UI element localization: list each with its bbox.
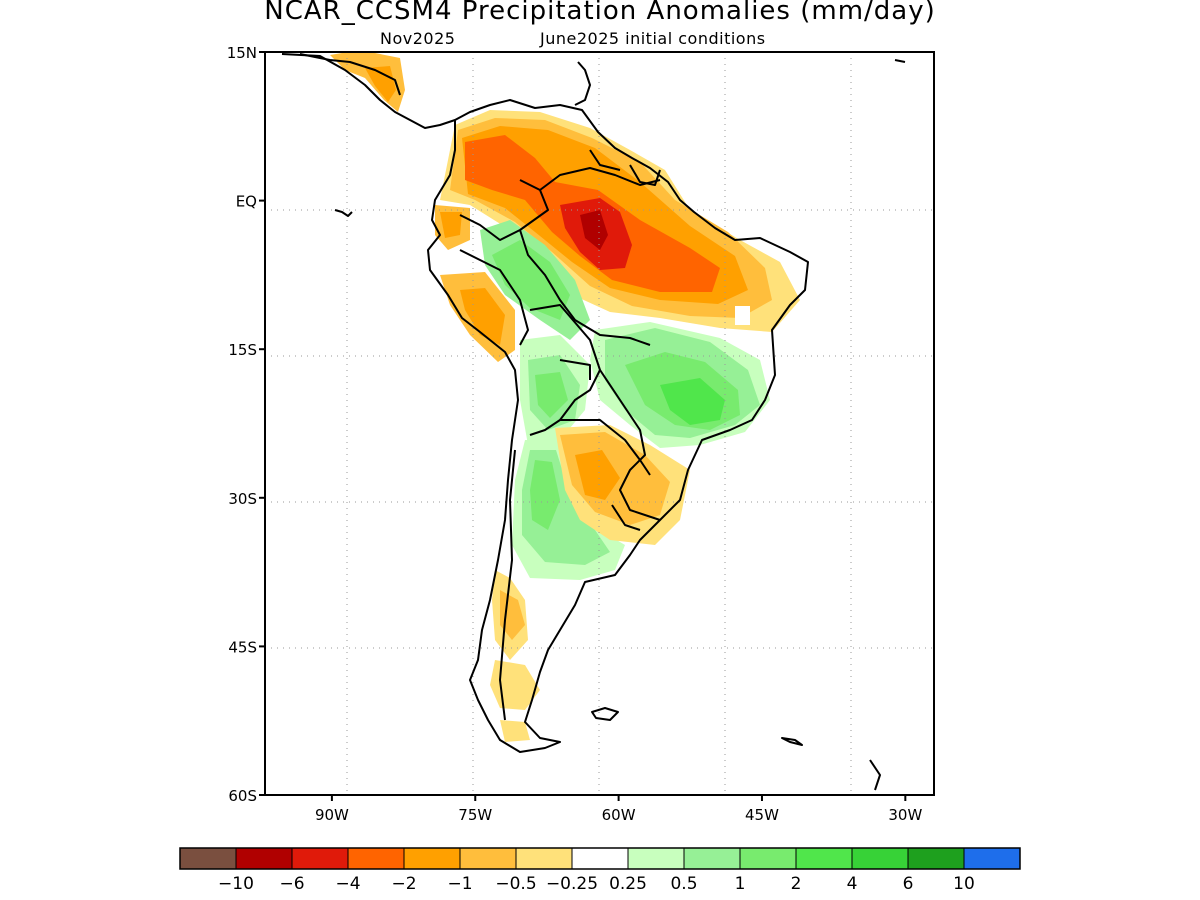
- initial-conditions: June2025 initial conditions: [540, 29, 766, 48]
- lat-tick-label: 15S: [228, 341, 257, 359]
- legend-swatch: [795, 847, 853, 870]
- legend-swatch: [851, 847, 909, 870]
- legend-label: 6: [903, 874, 914, 894]
- anomaly-area: [580, 210, 608, 250]
- legend-label: 4: [847, 874, 858, 894]
- legend-label: −1: [447, 874, 472, 894]
- lon-tick-label: 30W: [888, 806, 922, 824]
- map-title: NCAR_CCSM4 Precipitation Anomalies (mm/d…: [264, 0, 936, 26]
- legend-swatch: [459, 847, 517, 870]
- anomaly-area: [575, 450, 620, 500]
- anomaly-area: [660, 378, 725, 425]
- legend-border: [179, 847, 1021, 870]
- anomaly-area: [440, 212, 462, 238]
- lat-tick-label: 60S: [228, 787, 257, 805]
- anomaly-area: [530, 460, 560, 530]
- legend-label: 1: [735, 874, 746, 894]
- lon-tick-label: 60W: [602, 806, 636, 824]
- legend-label: 2: [791, 874, 802, 894]
- latitude-axis: 15N EQ 15S 30S 45S 60S: [227, 44, 265, 805]
- legend-label: −6: [279, 874, 304, 894]
- legend-swatch: [291, 847, 349, 870]
- legend-swatch: [403, 847, 461, 870]
- anomaly-area: [500, 720, 530, 742]
- legend-swatch: [963, 847, 1021, 870]
- legend-swatch: [907, 847, 965, 870]
- lat-tick-label: 15N: [227, 44, 257, 62]
- map-frame: [264, 51, 935, 796]
- legend-swatch: [683, 847, 741, 870]
- lat-tick-label: 30S: [228, 490, 257, 508]
- color-legend: −10 −6 −4 −2 −1 −0.5 −0.25 0.25 0.5 1 2 4 6 10: [179, 847, 1021, 894]
- anomaly-area: [490, 660, 540, 710]
- legend-label: −4: [335, 874, 360, 894]
- anomaly-area: [535, 372, 568, 418]
- legend-label: 0.5: [670, 874, 697, 894]
- anomaly-area: [365, 66, 396, 102]
- legend-swatch: [235, 847, 293, 870]
- lon-tick-label: 45W: [745, 806, 779, 824]
- forecast-month: Nov2025: [380, 29, 456, 48]
- anomaly-area: [460, 288, 505, 345]
- anomaly-area: [735, 306, 750, 325]
- legend-swatch: [627, 847, 685, 870]
- lat-tick-label: 45S: [228, 638, 257, 656]
- anomaly-area: [492, 240, 570, 320]
- legend-label: −0.5: [495, 874, 536, 894]
- legend-label: −10: [218, 874, 254, 894]
- legend-label: 0.25: [609, 874, 647, 894]
- anomaly-fields: [330, 52, 800, 742]
- legend-label: 10: [953, 874, 975, 894]
- legend-swatch: [571, 847, 629, 870]
- longitude-axis: 90W 75W 60W 45W 30W: [315, 795, 922, 824]
- lon-tick-label: 90W: [315, 806, 349, 824]
- lat-tick-label: EQ: [236, 193, 257, 211]
- legend-label: −0.25: [546, 874, 598, 894]
- legend-swatch: [179, 847, 237, 870]
- legend-swatch: [515, 847, 573, 870]
- legend-swatch: [739, 847, 797, 870]
- coastlines: [281, 53, 906, 791]
- legend-swatch: [347, 847, 405, 870]
- lon-tick-label: 75W: [458, 806, 492, 824]
- legend-label: −2: [391, 874, 416, 894]
